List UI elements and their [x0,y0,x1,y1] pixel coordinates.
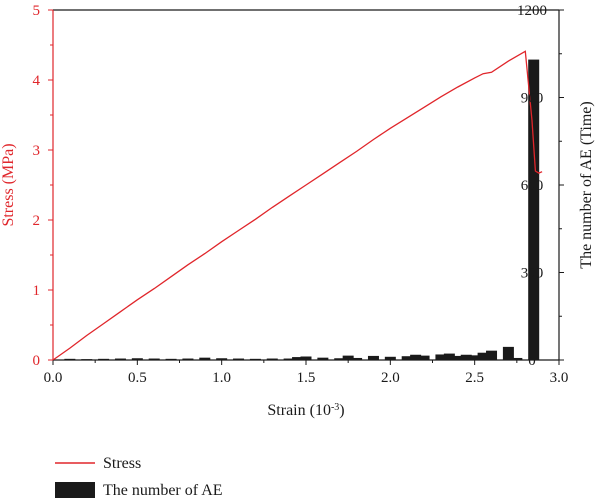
ae-bar [249,358,261,360]
y-left-tick-label: 4 [33,73,41,89]
y-left-tick-label: 0 [33,353,41,369]
ae-bar [64,358,76,360]
stress-line-group [52,50,543,361]
y-right-tick-label: 900 [521,91,544,107]
ae-bar [486,350,498,360]
ae-bar [292,357,304,360]
ae-bar [131,358,143,360]
ae-bar [435,354,447,360]
y-right-axis-title: The number of AE (Time) [578,101,595,268]
y-right-tick-label: 600 [521,178,544,194]
ae-bar [266,358,278,360]
ae-bar [418,355,430,360]
ae-bar [199,357,211,360]
ae-bar [528,59,540,360]
ae-bar [443,353,455,360]
x-tick-label: 3.0 [550,370,569,386]
ae-bar [165,358,177,360]
ae-bar [233,358,245,360]
axes: 0.0 0.5 1.0 1.5 2.0 2.5 3.0 0 1 2 3 4 5 0 300 600 900 120… [33,3,569,386]
y-right-tick-label: 0 [528,353,536,369]
stress-line [52,50,543,361]
x-tick-label: 2.0 [381,370,400,386]
x-axis-title-main: Strain (10 [267,402,331,419]
ae-bar [283,358,295,360]
ae-bar [81,359,93,360]
y-left-tick-label: 3 [33,143,41,159]
ae-bar [401,356,413,360]
ae-bar [182,358,194,360]
ae-bar [384,356,396,360]
x-tick-label: 2.5 [465,370,484,386]
ae-bars [64,59,540,360]
ae-bar [334,358,346,360]
legend-ae-label: The number of AE [103,482,223,499]
ae-bar [148,358,160,360]
legend-ae-swatch [55,482,95,498]
ae-bar [351,357,363,360]
y-left-tick-label: 2 [33,213,41,229]
ae-bar [300,356,312,360]
ae-bar [511,357,523,360]
y-left-tick-label: 1 [33,283,41,299]
x-axis-title-exponent: -3 [331,402,339,413]
ae-bar [469,355,481,360]
ae-bar [477,352,489,360]
y-left-axis-title: Stress (MPa) [0,143,17,226]
ae-bar [114,358,126,360]
ae-bar [98,358,110,360]
ae-bar [367,355,379,360]
x-axis-title: Strain (10-3) [267,402,344,420]
x-tick-label: 0.5 [128,370,147,386]
ae-bar [342,355,354,360]
x-tick-label: 1.0 [212,370,231,386]
ae-bar [410,354,422,360]
x-tick-label: 1.5 [297,370,316,386]
y-right-tick-label: 1200 [517,3,547,19]
x-axis-title-suffix: ) [339,402,344,419]
x-tick-label: 0.0 [44,370,63,386]
legend-stress-label: Stress [103,455,141,472]
ae-bar [502,346,514,360]
ae-bar [460,354,472,360]
ae-bar [452,355,464,360]
y-left-tick-label: 5 [33,3,41,19]
ae-bar [216,358,228,360]
ae-bar [317,357,329,360]
legend: Stress The number of AE [55,455,223,499]
y-right-tick-label: 300 [521,266,544,282]
